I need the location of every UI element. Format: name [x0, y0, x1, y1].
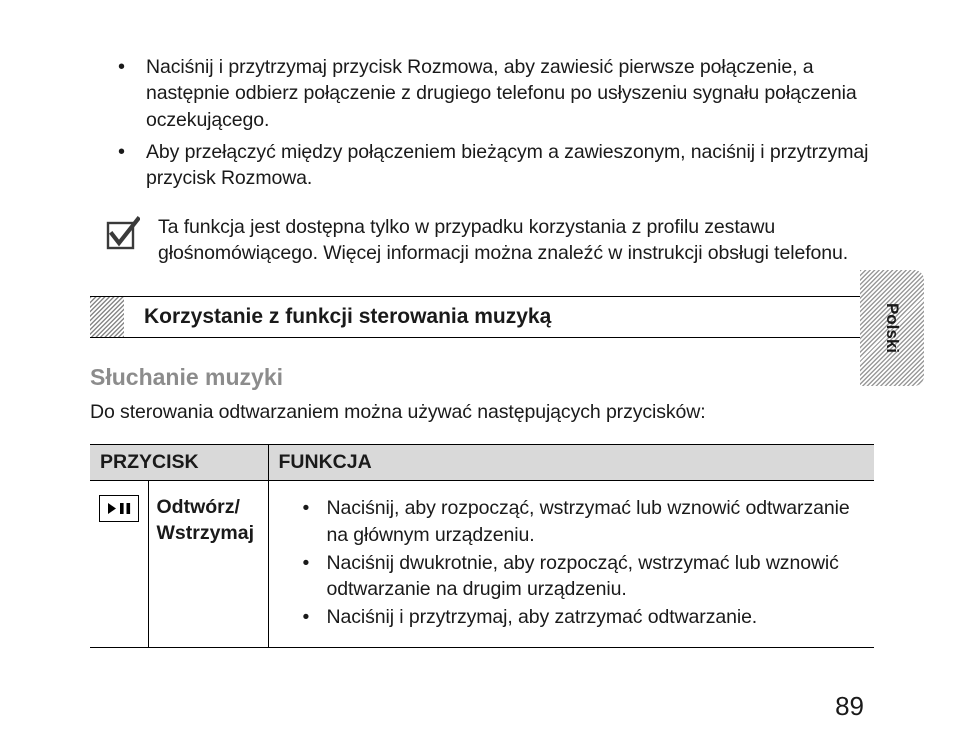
intro-paragraph: Do sterowania odtwarzaniem można używać …: [90, 401, 874, 424]
note-callout: Ta funkcja jest dostępna tylko w przypad…: [106, 214, 864, 267]
table-header-row: PRZYCISK FUNKCJA: [90, 445, 874, 481]
function-item: Naciśnij, aby rozpocząć, wstrzymać lub w…: [303, 495, 867, 548]
function-cell: Naciśnij, aby rozpocząć, wstrzymać lub w…: [268, 481, 874, 648]
button-label-line1: Odtwórz/ Wstrzymaj: [157, 496, 255, 543]
checkbox-icon: [106, 216, 140, 267]
intro-bullet-list: Naciśnij i przytrzymaj przycisk Rozmowa,…: [118, 54, 874, 192]
table-row: Odtwórz/ Wstrzymaj Naciśnij, aby rozpocz…: [90, 481, 874, 648]
language-tab-label: Polski: [882, 303, 902, 353]
button-icon-cell: [90, 481, 148, 648]
note-text: Ta funkcja jest dostępna tylko w przypad…: [158, 214, 864, 267]
col-header-button: PRZYCISK: [90, 445, 268, 481]
section-heading-bar: Korzystanie z funkcji sterowania muzyką: [90, 296, 874, 338]
col-header-function: FUNKCJA: [268, 445, 874, 481]
subsection-heading: Słuchanie muzyki: [90, 364, 874, 391]
function-list: Naciśnij, aby rozpocząć, wstrzymać lub w…: [303, 495, 867, 631]
bullet-item: Naciśnij i przytrzymaj przycisk Rozmowa,…: [118, 54, 874, 133]
button-label-cell: Odtwórz/ Wstrzymaj: [148, 481, 268, 648]
manual-page: Naciśnij i przytrzymaj przycisk Rozmowa,…: [0, 0, 954, 742]
page-number: 89: [835, 691, 864, 722]
function-item: Naciśnij dwukrotnie, aby rozpocząć, wstr…: [303, 550, 867, 603]
controls-table: PRZYCISK FUNKCJA Odtwórz/ Wstrzymaj: [90, 444, 874, 648]
function-item: Naciśnij i przytrzymaj, aby zatrzymać od…: [303, 604, 867, 630]
section-heading: Korzystanie z funkcji sterowania muzyką: [124, 297, 551, 337]
play-pause-icon: [99, 495, 139, 522]
bullet-item: Aby przełączyć między połączeniem bieżąc…: [118, 139, 874, 192]
heading-stripe-decoration: [90, 297, 124, 337]
language-tab: Polski: [860, 270, 924, 386]
